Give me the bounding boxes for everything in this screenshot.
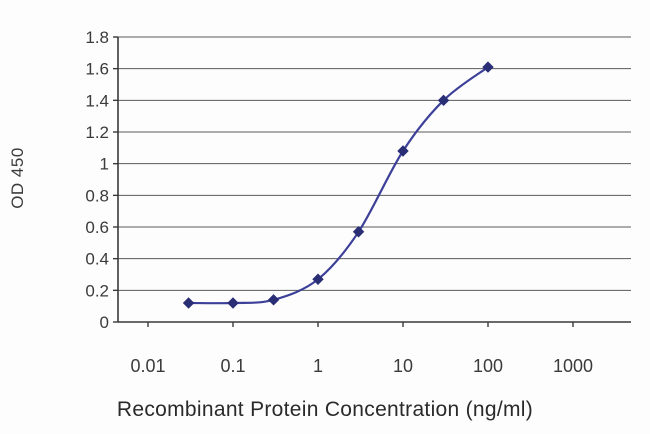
x-axis-title: Recombinant Protein Concentration (ng/ml… — [116, 398, 534, 421]
x-tick-label: 1 — [313, 356, 323, 376]
x-tick-label: 1000 — [553, 356, 593, 376]
data-point-marker — [352, 226, 365, 238]
y-tick-label: 0.6 — [85, 218, 109, 237]
data-point-marker — [482, 61, 494, 73]
data-point-marker — [312, 273, 324, 285]
y-tick-label: 1.4 — [85, 91, 109, 110]
series-line — [187, 66, 490, 305]
data-point-marker — [182, 297, 195, 309]
x-tick-label: 0.1 — [220, 356, 245, 376]
data-point-marker — [227, 297, 239, 309]
y-tick-label: 0.4 — [85, 250, 109, 269]
data-point-marker — [397, 145, 409, 157]
x-tick-label: 0.01 — [130, 356, 165, 376]
y-tick-label: 1.8 — [85, 28, 109, 47]
y-tick-label: 1.6 — [85, 60, 109, 79]
data-point-marker — [267, 294, 280, 306]
y-tick-label: 0.2 — [85, 281, 109, 300]
y-tick-label: 0 — [100, 313, 109, 332]
y-tick-label: 0.8 — [85, 186, 109, 205]
x-tick-label: 100 — [473, 356, 503, 376]
y-tick-label: 1.2 — [85, 123, 109, 142]
x-tick-label: 10 — [393, 356, 413, 376]
data-point-marker — [437, 94, 450, 107]
y-tick-label: 1 — [100, 155, 109, 174]
